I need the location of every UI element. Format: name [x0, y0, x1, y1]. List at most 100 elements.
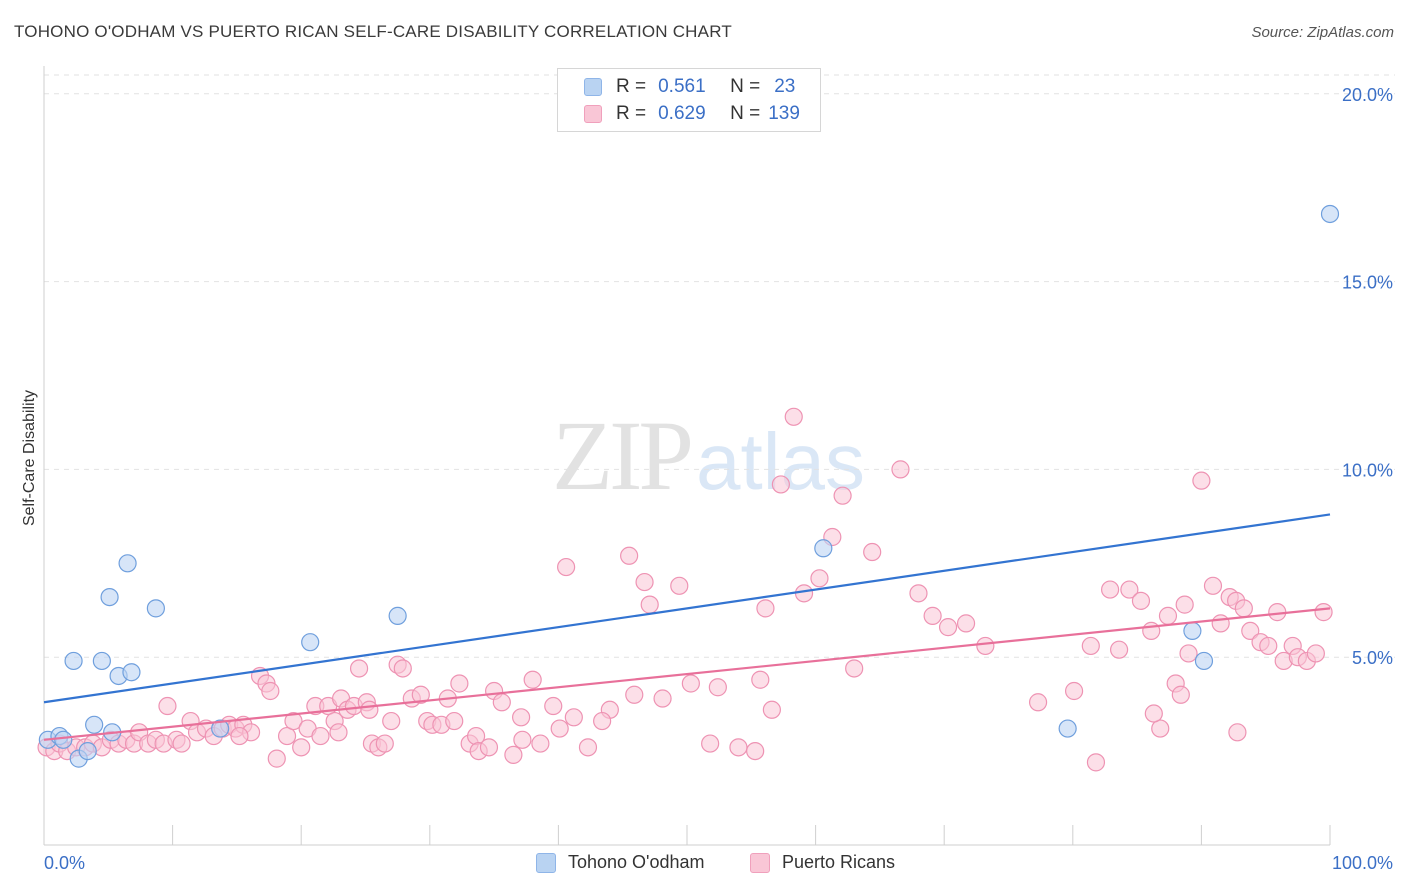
series-legend: Tohono O'odham Puerto Ricans [0, 852, 1406, 878]
point-puerto-ricans [762, 700, 781, 719]
point-puerto-ricans [329, 723, 348, 742]
point-tohono-oodham [146, 599, 165, 618]
legend-label-puerto: Puerto Ricans [782, 852, 896, 872]
point-puerto-ricans [375, 734, 394, 753]
chart-title: TOHONO O'ODHAM VS PUERTO RICAN SELF-CARE… [14, 22, 732, 41]
point-puerto-ricans [450, 674, 469, 693]
point-puerto-ricans [1203, 576, 1223, 595]
point-puerto-ricans [1314, 603, 1333, 622]
legend-r-value: 0.561 [658, 76, 706, 97]
point-puerto-ricans [1306, 644, 1325, 663]
point-puerto-ricans [956, 614, 976, 633]
point-puerto-ricans [1028, 693, 1048, 712]
point-puerto-ricans [1171, 685, 1190, 704]
point-puerto-ricans [923, 606, 942, 625]
point-puerto-ricans [863, 542, 882, 562]
point-puerto-ricans [670, 576, 689, 595]
point-tohono-oodham [301, 633, 320, 652]
point-puerto-ricans [1081, 636, 1100, 656]
point-puerto-ricans [349, 659, 369, 678]
point-puerto-ricans [512, 708, 531, 727]
correlation-legend: R = 0.561 N = 23 R = 0.629 N = 139 [557, 68, 821, 132]
point-puerto-ricans [445, 711, 464, 731]
point-puerto-ricans [557, 557, 576, 577]
point-puerto-ricans [976, 636, 995, 656]
point-puerto-ricans [640, 595, 659, 614]
point-puerto-ricans [1064, 681, 1084, 701]
legend-swatch-tohono [536, 852, 556, 873]
point-puerto-ricans [1241, 621, 1260, 641]
point-tohono-oodham [1194, 651, 1214, 671]
point-puerto-ricans [1144, 704, 1163, 723]
point-puerto-ricans [1109, 640, 1129, 659]
point-puerto-ricans [393, 659, 412, 678]
point-puerto-ricans [746, 741, 765, 761]
point-puerto-ricans [794, 584, 814, 603]
point-puerto-ricans [564, 708, 583, 727]
point-puerto-ricans [833, 486, 852, 505]
source-label: Source: ZipAtlas.com [1251, 24, 1394, 41]
point-tohono-oodham [78, 741, 97, 761]
trendline-puerto-ricans [43, 607, 1331, 741]
point-tohono-oodham [118, 554, 137, 573]
point-puerto-ricans [531, 734, 550, 753]
point-puerto-ricans [681, 674, 700, 693]
point-puerto-ricans [267, 749, 286, 768]
y-tick-label: 20.0% [1342, 85, 1393, 105]
legend-label-tohono: Tohono O'odham [568, 852, 705, 872]
y-tick-label: 10.0% [1342, 460, 1393, 480]
point-puerto-ricans [492, 693, 511, 712]
point-puerto-ricans [1100, 580, 1120, 599]
point-puerto-ricans [158, 696, 177, 716]
legend-row-tohono: R = 0.561 N = 23 [584, 75, 795, 99]
point-tohono-oodham [85, 715, 104, 734]
point-puerto-ricans [1120, 580, 1139, 599]
point-puerto-ricans [544, 696, 563, 716]
point-puerto-ricans [938, 618, 958, 637]
legend-swatch-puerto [584, 105, 602, 123]
point-puerto-ricans [1234, 599, 1253, 618]
point-puerto-ricans [172, 734, 191, 753]
point-tohono-oodham [1320, 204, 1340, 224]
point-puerto-ricans [550, 719, 569, 738]
point-tohono-oodham [814, 539, 833, 558]
legend-r-value: 0.629 [658, 103, 706, 124]
point-puerto-ricans [277, 726, 297, 746]
point-puerto-ricans [230, 726, 249, 746]
y-tick-label: 15.0% [1342, 273, 1393, 293]
point-puerto-ricans [729, 738, 748, 757]
point-puerto-ricans [891, 460, 910, 479]
point-puerto-ricans [625, 685, 644, 704]
point-puerto-ricans [513, 730, 532, 749]
point-puerto-ricans [1158, 606, 1178, 625]
point-puerto-ricans [360, 700, 379, 719]
point-puerto-ricans [708, 678, 727, 697]
point-puerto-ricans [311, 726, 330, 746]
legend-n-value: 23 [774, 76, 796, 97]
legend-item-tohono[interactable]: Tohono O'odham [536, 852, 705, 873]
point-puerto-ricans [382, 711, 401, 731]
point-puerto-ricans [1179, 644, 1198, 663]
point-puerto-ricans [845, 659, 864, 678]
point-puerto-ricans [411, 685, 430, 704]
legend-r-label: R = [616, 76, 647, 97]
point-puerto-ricans [1151, 719, 1170, 738]
point-puerto-ricans [261, 681, 280, 701]
point-puerto-ricans [771, 475, 790, 494]
trendline-tohono-oodham [43, 513, 1331, 704]
point-puerto-ricans [1175, 595, 1194, 614]
point-tohono-oodham [1058, 719, 1077, 738]
point-puerto-ricans [523, 670, 542, 689]
point-puerto-ricans [578, 738, 598, 757]
point-tohono-oodham [122, 663, 141, 682]
point-tohono-oodham [54, 730, 73, 749]
legend-item-puerto[interactable]: Puerto Ricans [750, 852, 895, 873]
y-tick-label: 5.0% [1352, 648, 1393, 668]
x-tick-label: 0.0% [44, 853, 85, 873]
legend-row-puerto: R = 0.629 N = 139 [584, 102, 800, 126]
point-puerto-ricans [751, 670, 770, 689]
point-puerto-ricans [909, 584, 928, 603]
legend-n-value: 139 [768, 103, 800, 124]
point-puerto-ricans [810, 569, 829, 588]
